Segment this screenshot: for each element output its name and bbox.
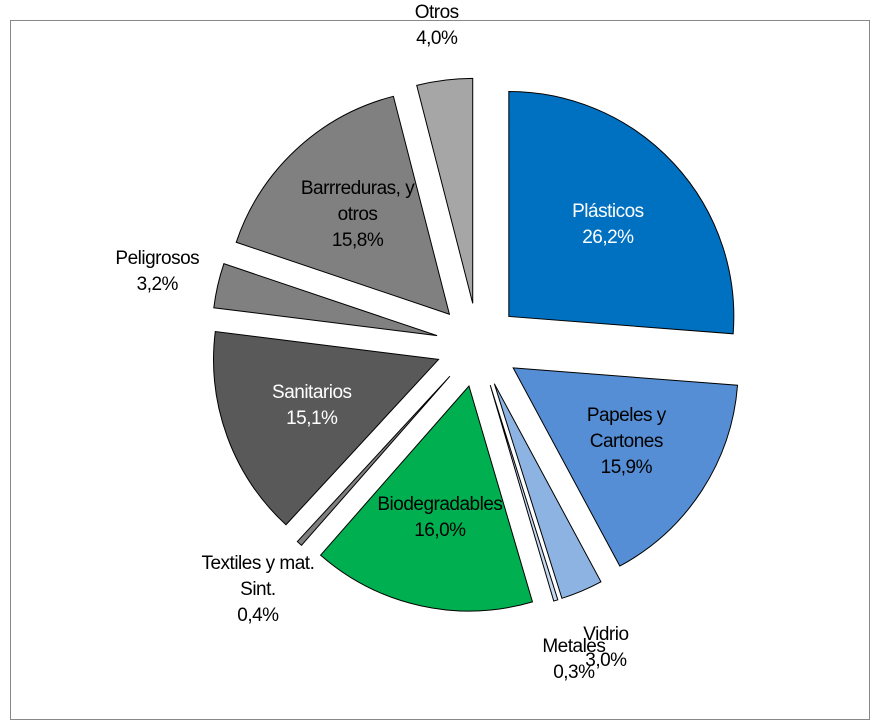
slice-label: Peligrosos 3,2% bbox=[82, 246, 232, 298]
pie-slice bbox=[235, 95, 451, 315]
value-label: 0,3% bbox=[553, 661, 595, 683]
pie-slice bbox=[296, 375, 451, 547]
pie-slice bbox=[512, 367, 739, 567]
category-label: Metales bbox=[542, 635, 606, 657]
category-label: Papeles y Cartones bbox=[586, 404, 666, 452]
category-label: Plásticos bbox=[572, 200, 644, 222]
slice-label: Biodegradables 16,0% bbox=[365, 492, 515, 544]
pie-slice bbox=[319, 385, 534, 612]
category-label: Otros bbox=[414, 2, 459, 23]
slice-label: Plásticos 26,2% bbox=[533, 199, 683, 251]
value-label: 15,1% bbox=[286, 407, 338, 429]
slice-label: Otros 4,0% bbox=[362, 0, 512, 52]
category-label: Biodegradables bbox=[377, 493, 503, 515]
slice-label: Metales 0,3% bbox=[499, 634, 649, 686]
pie-slice bbox=[416, 77, 474, 304]
value-label: 0,4% bbox=[237, 604, 279, 626]
pie-slice bbox=[489, 385, 559, 602]
slice-label: Textiles y mat. Sint. 0,4% bbox=[183, 551, 333, 629]
slice-label: Vidrio 3,0% bbox=[531, 622, 681, 674]
category-label: Peligrosos bbox=[115, 247, 200, 269]
value-label: 3,2% bbox=[136, 273, 179, 295]
category-label: Textiles y mat. Sint. bbox=[201, 552, 315, 600]
value-label: 15,9% bbox=[600, 456, 653, 478]
category-label: Barrreduras, y otros bbox=[300, 178, 415, 226]
category-label: Sanitarios bbox=[272, 381, 352, 403]
value-label: 15,8% bbox=[331, 230, 384, 252]
slice-label: Barrreduras, y otros 15,8% bbox=[283, 176, 433, 254]
pie-slice bbox=[213, 263, 438, 337]
category-label: Vidrio bbox=[583, 624, 629, 646]
slice-label: Sanitarios 15,1% bbox=[237, 380, 387, 432]
value-label: 3,0% bbox=[585, 650, 627, 672]
pie-slice bbox=[508, 90, 735, 335]
value-label: 4,0% bbox=[416, 28, 458, 49]
pie-slice bbox=[493, 383, 602, 599]
slice-label: Papeles y Cartones 15,9% bbox=[551, 403, 701, 481]
value-label: 16,0% bbox=[414, 519, 466, 541]
pie-slice bbox=[213, 330, 440, 526]
value-label: 26,2% bbox=[582, 226, 634, 248]
